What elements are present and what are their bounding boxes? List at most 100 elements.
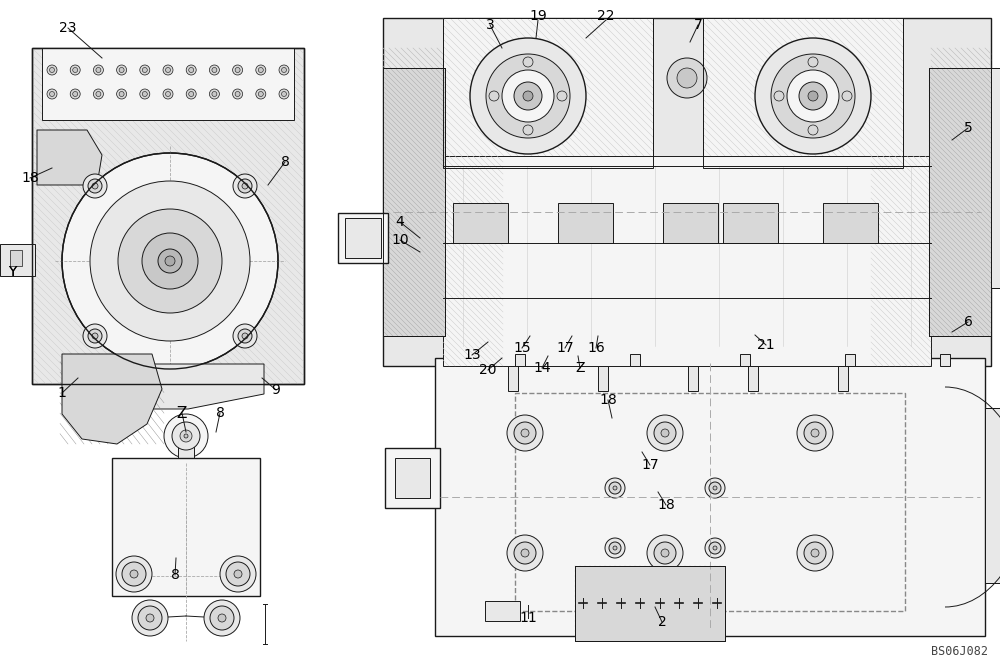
Bar: [575, 566, 725, 641]
Text: 3: 3: [486, 18, 494, 32]
Circle shape: [705, 478, 725, 498]
Circle shape: [282, 92, 287, 96]
Bar: [703, 18, 903, 168]
Text: 2: 2: [658, 615, 666, 629]
Circle shape: [186, 89, 196, 99]
Circle shape: [233, 324, 257, 348]
Circle shape: [96, 92, 101, 96]
Circle shape: [256, 89, 266, 99]
Circle shape: [138, 606, 162, 630]
Bar: [443, 156, 503, 366]
Bar: [940, 354, 950, 366]
Bar: [985, 408, 1000, 583]
Polygon shape: [72, 364, 264, 409]
Text: 8: 8: [216, 406, 224, 420]
Bar: [748, 366, 758, 391]
Circle shape: [184, 434, 188, 438]
Circle shape: [811, 549, 819, 557]
Text: 7: 7: [694, 18, 702, 32]
Circle shape: [116, 556, 152, 592]
Bar: [338, 213, 388, 263]
Text: 16: 16: [587, 341, 605, 355]
Circle shape: [677, 68, 697, 88]
Text: 22: 22: [597, 9, 615, 23]
Bar: [558, 203, 613, 243]
Circle shape: [140, 65, 150, 75]
Circle shape: [486, 54, 570, 138]
Circle shape: [713, 486, 717, 490]
Circle shape: [73, 92, 78, 96]
Circle shape: [605, 538, 625, 558]
Bar: [443, 18, 653, 168]
Text: 8: 8: [171, 568, 179, 582]
Circle shape: [163, 89, 173, 99]
Bar: [443, 18, 653, 168]
Circle shape: [521, 429, 529, 437]
Circle shape: [654, 422, 676, 444]
Circle shape: [164, 414, 208, 458]
Circle shape: [122, 562, 146, 586]
Text: 15: 15: [513, 341, 531, 355]
Circle shape: [226, 562, 250, 586]
Circle shape: [210, 606, 234, 630]
Circle shape: [242, 183, 248, 189]
Bar: [395, 458, 430, 498]
Circle shape: [609, 482, 621, 494]
Circle shape: [93, 89, 103, 99]
Circle shape: [523, 91, 533, 101]
Circle shape: [93, 65, 103, 75]
Polygon shape: [62, 354, 162, 444]
Bar: [435, 358, 985, 636]
Bar: [443, 18, 653, 168]
Bar: [630, 354, 640, 366]
Circle shape: [282, 67, 287, 73]
Circle shape: [557, 91, 567, 101]
Text: 8: 8: [281, 155, 289, 169]
Bar: [508, 366, 518, 391]
Text: 13: 13: [463, 348, 481, 362]
Text: 23: 23: [59, 21, 77, 35]
Circle shape: [142, 92, 147, 96]
Circle shape: [142, 67, 147, 73]
Text: 18: 18: [657, 498, 675, 512]
Circle shape: [209, 65, 219, 75]
Text: 18: 18: [21, 171, 39, 185]
Circle shape: [238, 179, 252, 193]
Bar: [453, 203, 508, 243]
Circle shape: [172, 422, 200, 450]
Bar: [929, 68, 991, 336]
Text: 21: 21: [757, 338, 775, 352]
Bar: [985, 408, 1000, 583]
Circle shape: [235, 92, 240, 96]
Circle shape: [83, 174, 107, 198]
Circle shape: [50, 92, 54, 96]
Text: 4: 4: [396, 215, 404, 229]
Circle shape: [73, 67, 78, 73]
Bar: [598, 366, 608, 391]
Bar: [991, 68, 1000, 288]
Circle shape: [140, 89, 150, 99]
Circle shape: [47, 89, 57, 99]
Text: 9: 9: [272, 383, 280, 397]
Circle shape: [808, 125, 818, 135]
Circle shape: [70, 65, 80, 75]
Circle shape: [130, 570, 138, 578]
Circle shape: [774, 91, 784, 101]
Bar: [383, 48, 443, 336]
Circle shape: [705, 538, 725, 558]
Bar: [42, 48, 294, 120]
Bar: [485, 601, 520, 621]
Text: 10: 10: [391, 233, 409, 247]
Circle shape: [92, 183, 98, 189]
Circle shape: [62, 153, 278, 369]
Text: 14: 14: [533, 361, 551, 375]
Circle shape: [647, 415, 683, 451]
Circle shape: [96, 67, 101, 73]
Circle shape: [797, 415, 833, 451]
Circle shape: [647, 535, 683, 571]
Bar: [991, 68, 1000, 288]
Circle shape: [258, 67, 263, 73]
Bar: [985, 408, 1000, 583]
Circle shape: [238, 329, 252, 343]
Bar: [383, 68, 445, 336]
